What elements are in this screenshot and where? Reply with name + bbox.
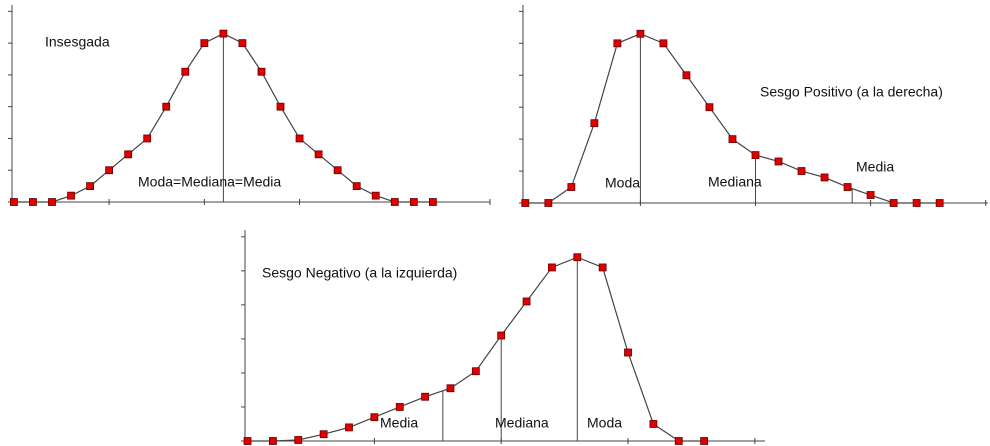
marker-label: Media	[380, 415, 418, 431]
marker-label: Mediana	[495, 415, 549, 431]
point	[820, 173, 829, 182]
point	[105, 166, 114, 175]
point	[428, 198, 437, 206]
point	[522, 297, 531, 306]
point	[319, 430, 328, 439]
point	[294, 436, 303, 444]
curve	[247, 256, 705, 442]
point	[590, 119, 599, 128]
point	[295, 134, 304, 143]
annotation: Sesgo Positivo (a la derecha)	[760, 84, 943, 100]
point	[843, 183, 852, 191]
point	[544, 199, 553, 207]
point	[705, 103, 714, 112]
point	[124, 150, 133, 159]
point	[889, 199, 898, 207]
marker-label: Mediana	[708, 174, 762, 190]
point	[613, 39, 622, 48]
marker-label: Media	[856, 159, 894, 175]
point	[548, 263, 556, 272]
point	[573, 253, 582, 262]
point	[659, 39, 668, 48]
point	[269, 437, 277, 445]
point	[48, 198, 56, 206]
point	[598, 263, 607, 272]
point	[567, 183, 576, 191]
point	[86, 182, 94, 191]
point	[497, 331, 506, 340]
point	[162, 102, 171, 111]
point	[751, 151, 760, 159]
point	[243, 437, 252, 445]
point	[67, 191, 75, 200]
point	[912, 199, 921, 207]
point	[700, 437, 709, 445]
point	[345, 423, 353, 432]
point	[10, 198, 18, 206]
point	[774, 157, 783, 166]
point	[370, 413, 379, 422]
point	[314, 150, 323, 159]
marker-label: Moda	[605, 175, 640, 191]
point	[649, 420, 658, 428]
point	[395, 403, 404, 411]
point	[935, 199, 944, 207]
point	[797, 167, 806, 175]
point	[333, 166, 342, 175]
point	[371, 191, 380, 200]
point	[636, 29, 645, 38]
point	[257, 67, 266, 76]
point	[219, 29, 228, 38]
point	[682, 71, 691, 80]
point	[421, 392, 429, 401]
marker-label: Moda	[587, 415, 622, 431]
annotation: Insesgada	[45, 34, 110, 50]
point	[521, 199, 530, 207]
point	[409, 198, 418, 206]
point	[238, 39, 247, 48]
point	[352, 182, 361, 191]
point	[446, 384, 455, 393]
point	[181, 67, 190, 76]
marker-label: Moda=Mediana=Media	[138, 174, 281, 190]
point	[674, 437, 683, 445]
point	[143, 134, 152, 143]
point	[200, 39, 209, 48]
point	[728, 135, 737, 144]
point	[624, 348, 632, 357]
point	[390, 198, 399, 206]
point	[29, 198, 37, 206]
annotation: Sesgo Negativo (a la izquierda)	[262, 265, 457, 281]
point	[471, 367, 480, 376]
point	[276, 102, 285, 111]
point	[866, 191, 875, 199]
